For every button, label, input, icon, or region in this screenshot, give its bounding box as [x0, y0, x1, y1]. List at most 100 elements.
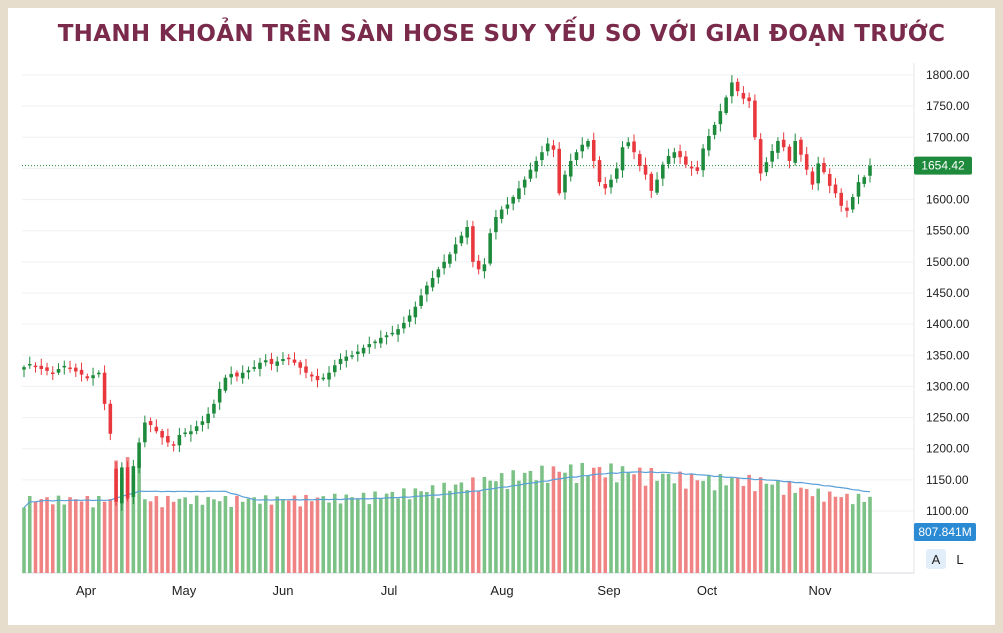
volume-bar	[551, 466, 556, 573]
candle-body	[154, 426, 159, 432]
candle-body	[235, 372, 239, 377]
candle-body	[212, 403, 216, 414]
volume-bar	[839, 497, 844, 573]
volume-bar	[522, 472, 527, 573]
volume-bar	[292, 495, 297, 573]
volume-bar	[770, 484, 774, 573]
volume-bar	[626, 472, 631, 573]
auto-scale-button[interactable]	[926, 549, 946, 569]
volume-bar	[177, 498, 182, 573]
candle-body	[718, 111, 723, 125]
volume-bar	[557, 471, 562, 573]
volume-bar	[160, 507, 164, 573]
volume-bar	[758, 477, 763, 573]
volume-bar	[845, 493, 849, 573]
log-scale-button[interactable]	[950, 549, 970, 569]
volume-bar	[402, 488, 406, 573]
volume-ma-line	[23, 471, 871, 508]
volume-bar	[102, 501, 107, 573]
volume-bar	[97, 495, 101, 573]
candle-body	[678, 151, 682, 158]
chart-title: THANH KHOẢN TRÊN SÀN HOSE SUY YẾU SO VỚI…	[57, 21, 946, 47]
candle-body	[845, 207, 849, 211]
candle-body	[614, 168, 619, 179]
volume-bar	[344, 494, 349, 573]
volume-bar	[448, 490, 452, 573]
volume-bars	[22, 457, 872, 573]
volume-bar	[269, 504, 274, 573]
volume-bar	[591, 467, 596, 573]
candle-body	[442, 261, 446, 269]
volume-bar	[240, 501, 245, 573]
volume-bar	[85, 496, 90, 573]
candle-body	[597, 160, 602, 183]
volume-bar	[586, 475, 590, 573]
volume-bar	[39, 499, 44, 573]
candle-body	[217, 388, 222, 403]
volume-bar	[148, 501, 153, 573]
candle-body	[517, 188, 521, 199]
candle-body	[27, 364, 32, 366]
candle-body	[33, 365, 38, 368]
candle-body	[448, 254, 452, 264]
candle-body	[350, 355, 354, 357]
volume-bar	[332, 493, 337, 573]
candle-body	[695, 167, 700, 171]
volume-bar	[258, 503, 262, 573]
volume-bar	[442, 482, 446, 573]
volume-bar	[868, 496, 872, 573]
candle-body	[684, 156, 688, 165]
volume-bar	[309, 501, 314, 573]
volume-bar	[74, 499, 78, 573]
volume-bar	[194, 495, 199, 573]
candle-body	[856, 182, 861, 197]
price-volume-chart[interactable]: 1800.001750.001700.001650.001600.001550.…	[8, 8, 995, 625]
volume-bar	[499, 473, 504, 573]
candle-body	[850, 197, 855, 210]
volume-bar	[465, 490, 469, 573]
candle-body	[638, 154, 642, 166]
candle-body	[793, 141, 797, 163]
volume-bar	[534, 480, 538, 573]
volume-bar	[171, 501, 176, 573]
volume-bar	[68, 497, 72, 573]
candle-body	[91, 375, 95, 379]
candle-body	[735, 81, 740, 92]
volume-bar	[321, 496, 326, 573]
candle-body	[166, 436, 170, 443]
volume-bar	[684, 488, 688, 573]
volume-bar	[764, 483, 769, 573]
candle-body	[194, 426, 199, 431]
candle-body	[407, 315, 412, 322]
candle-body	[148, 421, 153, 426]
volume-bar	[62, 504, 67, 573]
volume-bar	[206, 496, 210, 573]
volume-bar	[27, 496, 32, 573]
y-tick-label: 1300.00	[926, 379, 970, 393]
candle-body	[85, 376, 90, 379]
candle-body	[482, 264, 487, 272]
volume-bar	[816, 488, 820, 573]
candle-body	[620, 147, 625, 171]
candle-body	[810, 171, 815, 185]
volume-bar	[494, 481, 498, 573]
volume-bar	[361, 492, 366, 573]
candle-body	[390, 332, 395, 335]
y-tick-label: 1500.00	[926, 255, 970, 269]
candle-body	[281, 359, 285, 362]
candle-body	[246, 370, 251, 373]
price-axis: 1800.001750.001700.001650.001600.001550.…	[926, 68, 970, 518]
candle-body	[741, 93, 746, 99]
volume-bar	[799, 487, 803, 573]
candle-body	[183, 432, 187, 435]
volume-bar	[252, 497, 256, 573]
candle-body	[666, 155, 671, 164]
x-month-label: Jun	[273, 583, 294, 598]
candle-body	[574, 152, 579, 160]
candle-body	[649, 173, 654, 191]
volume-bar	[643, 485, 648, 573]
volume-bar	[856, 493, 861, 573]
candle-body	[568, 160, 573, 177]
volume-bar	[712, 490, 717, 573]
volume-bar	[315, 497, 320, 573]
